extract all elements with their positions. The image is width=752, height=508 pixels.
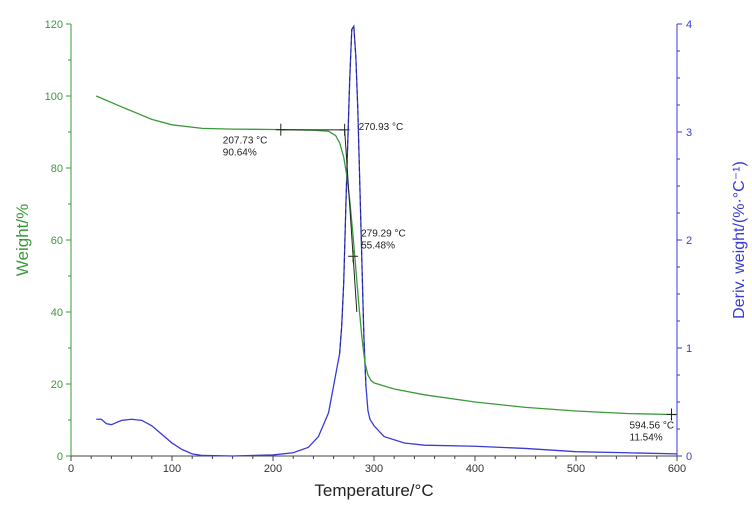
y2-axis-label: Deriv. weight/(%·°C⁻¹) bbox=[731, 161, 748, 319]
y-tick-label: 0 bbox=[57, 451, 63, 463]
annotation-label: 207.73 °C bbox=[223, 136, 268, 147]
y-tick-label: 20 bbox=[51, 379, 63, 391]
x-tick-label: 0 bbox=[68, 463, 74, 475]
y2-tick-label: 1 bbox=[686, 343, 692, 355]
annotation-label: 270.93 °C bbox=[359, 122, 404, 133]
y-tick-label: 60 bbox=[51, 235, 63, 247]
y-tick-label: 100 bbox=[45, 91, 63, 103]
y2-tick-label: 2 bbox=[686, 235, 692, 247]
annotation-label: 55.48% bbox=[361, 240, 395, 251]
x-tick-label: 100 bbox=[163, 463, 181, 475]
weight-line bbox=[95, 95, 678, 416]
x-tick-label: 500 bbox=[567, 463, 585, 475]
x-axis-label: Temperature/°C bbox=[314, 481, 433, 500]
y-axis-label: Weight/% bbox=[13, 204, 32, 276]
x-tick-label: 200 bbox=[264, 463, 282, 475]
annotation-label: 594.56 °C bbox=[630, 420, 675, 431]
y2-tick-label: 4 bbox=[686, 19, 692, 31]
x-tick-label: 400 bbox=[466, 463, 484, 475]
onset-tangent bbox=[344, 129, 358, 313]
x-tick-label: 600 bbox=[668, 463, 686, 475]
x-tick-label: 300 bbox=[365, 463, 383, 475]
y-tick-label: 40 bbox=[51, 307, 63, 319]
plot-area: 207.73 °C90.64% 270.93 °C 279.29 °C55.48% 5… bbox=[95, 24, 678, 457]
y2-tick-label: 0 bbox=[686, 451, 692, 463]
y-tick-label: 80 bbox=[51, 163, 63, 175]
deriv-weight-line bbox=[96, 24, 678, 457]
y2-tick-label: 3 bbox=[686, 127, 692, 139]
annotation-label: 279.29 °C bbox=[361, 228, 406, 239]
deriv-peak-dashed bbox=[339, 24, 367, 386]
y-tick-label: 120 bbox=[45, 19, 63, 31]
annotation-label: 11.54% bbox=[630, 432, 663, 443]
annotation-label: 90.64% bbox=[223, 148, 257, 159]
